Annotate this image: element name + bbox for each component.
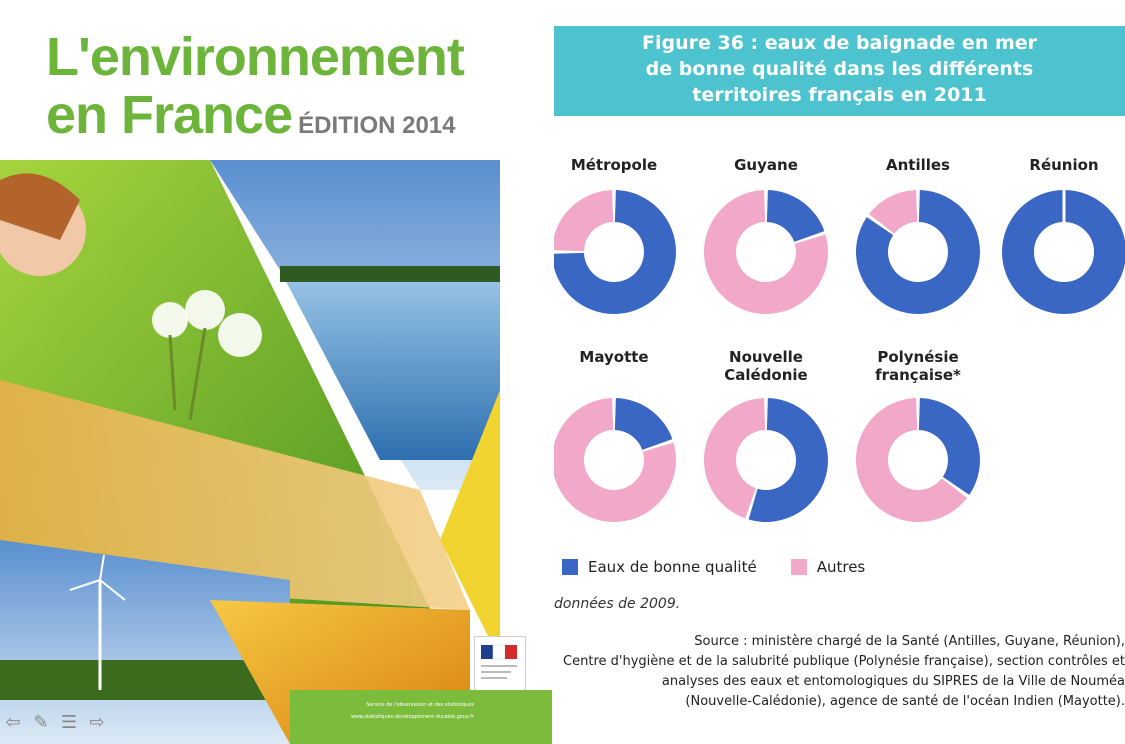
donut-charts: Métropole Guyane Antilles Réunion Mayotte Nou…	[554, 156, 1125, 522]
cover-title-line2-text: en France	[46, 85, 293, 145]
cover-footer-line1: Service de l'observation et des statisti…	[366, 702, 474, 708]
donut-label-polynesie-francaise: Polynésie française*	[875, 348, 961, 384]
legend-swatch-good	[562, 559, 578, 575]
donut-label-nouvelle-caledonie: Nouvelle Calédonie	[724, 348, 807, 384]
donut-label-reunion: Réunion	[1029, 156, 1098, 174]
donut-slice-other-metropole	[554, 190, 614, 252]
cover-footer-bar: Service de l'observation et des statisti…	[290, 690, 552, 744]
legend-item-other: Autres	[790, 558, 866, 576]
figure-header: Figure 36 : eaux de baignade en mer de b…	[554, 26, 1125, 116]
arrow-left-icon[interactable]: ⇦	[5, 712, 21, 733]
donut-slice-other-mayotte	[554, 398, 676, 522]
donut-slice-good-mayotte	[614, 398, 673, 450]
donut-slice-other-antilles	[868, 190, 918, 234]
donut-slice-good-metropole	[554, 190, 676, 314]
chart-source: Source : ministère chargé de la Santé (A…	[563, 634, 1125, 709]
cover-footer-line2: www.statistiques.developpement-durable.g…	[350, 714, 474, 720]
chart-legend: Eaux de bonne qualité Autres	[562, 558, 899, 576]
donut-slice-good-antilles	[856, 190, 980, 314]
cover-edition: ÉDITION 2014	[298, 112, 456, 139]
legend-label-other: Autres	[816, 558, 866, 576]
cover-collage	[0, 160, 552, 744]
cover-image	[0, 160, 552, 744]
menu-icon[interactable]: ☰	[60, 712, 78, 733]
chart-note: données de 2009.	[554, 596, 681, 612]
donut-label-antilles: Antilles	[886, 156, 950, 174]
figure-title: Figure 36 : eaux de baignade en mer de b…	[641, 32, 1038, 106]
cover-title-line1: L'environnement	[46, 27, 465, 87]
donut-slice-other-nouvelle-caledonie	[704, 398, 766, 519]
donut-slice-good-polynesie-francaise	[918, 398, 980, 495]
donut-slice-good-guyane	[766, 190, 825, 242]
donut-label-guyane: Guyane	[734, 156, 798, 174]
legend-label-good: Eaux de bonne qualité	[588, 558, 757, 576]
cover-title-line2: en France ÉDITION 2014	[46, 86, 464, 155]
viewer-toolbar: ⇦ ✎ ☰ ⇨	[2, 712, 108, 734]
legend-item-good: Eaux de bonne qualité	[562, 558, 757, 576]
legend-swatch-other	[790, 559, 807, 575]
donut-slice-other-guyane	[704, 190, 828, 314]
pencil-icon[interactable]: ✎	[33, 712, 49, 733]
donut-label-metropole: Métropole	[571, 156, 657, 174]
donut-label-mayotte: Mayotte	[579, 348, 648, 366]
cover-title: L'environnement en France ÉDITION 2014	[46, 27, 465, 155]
arrow-right-icon[interactable]: ⇨	[89, 712, 105, 733]
donut-slice-good-nouvelle-caledonie	[748, 398, 828, 522]
marianne-logo-icon	[481, 644, 517, 679]
donut-slice-other-polynesie-francaise	[856, 398, 968, 522]
